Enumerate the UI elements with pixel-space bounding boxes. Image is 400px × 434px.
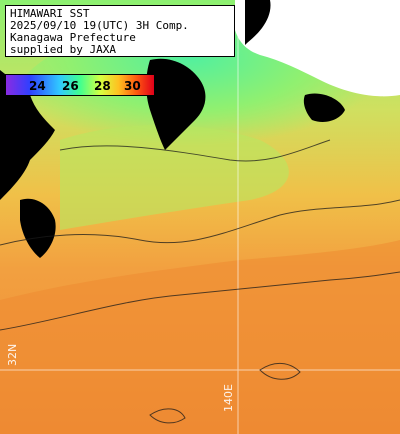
land-miura [146, 58, 206, 150]
land-oshima [20, 198, 56, 258]
land-cape [303, 93, 345, 122]
legend-colorbar [6, 75, 154, 95]
contour-line [0, 271, 400, 331]
lat-label: 32N [6, 343, 19, 366]
contour-line [149, 408, 186, 424]
lon-label: 140E [222, 384, 235, 412]
warm-water-zone [0, 240, 400, 434]
color-legend: 24 26 28 30 [5, 74, 155, 96]
land-boso-north [245, 0, 271, 45]
contour-line [59, 139, 331, 162]
legend-tick-30: 30 [124, 79, 141, 93]
contour-line [259, 363, 301, 380]
legend-tick-24: 24 [29, 79, 46, 93]
title-line-4: supplied by JAXA [10, 43, 116, 56]
land-izu-peninsula [0, 70, 55, 200]
title-line-1: HIMAWARI SST [10, 7, 90, 20]
title-line-2: 2025/09/10 19(UTC) 3H Comp. [10, 19, 189, 32]
missing-data-area [235, 0, 400, 97]
transition-zone [60, 125, 289, 230]
title-box: HIMAWARI SST 2025/09/10 19(UTC) 3H Comp.… [5, 5, 235, 57]
legend-tick-26: 26 [62, 79, 79, 93]
contour-line [0, 199, 400, 246]
title-line-3: Kanagawa Prefecture [10, 31, 136, 44]
legend-tick-28: 28 [94, 79, 111, 93]
isotherm-contours [0, 139, 400, 424]
